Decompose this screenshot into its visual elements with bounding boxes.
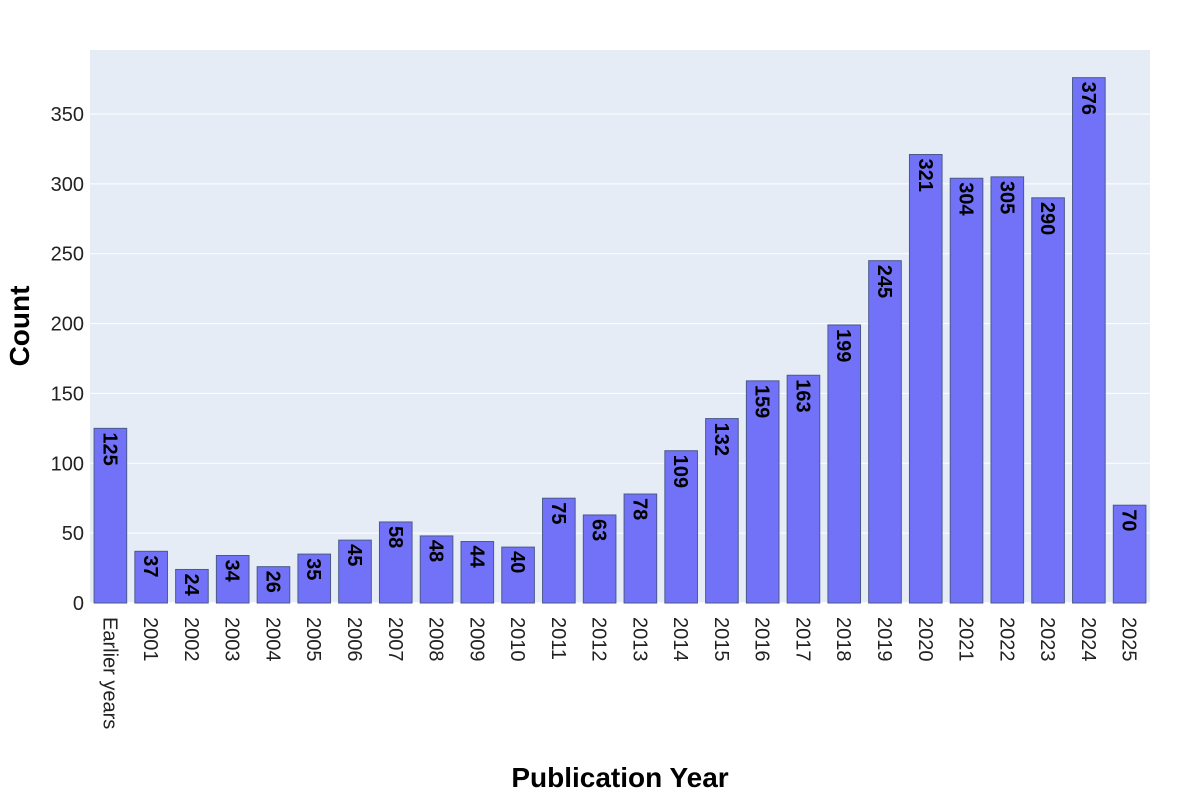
data-label: 63 — [588, 519, 610, 541]
x-tick-label: 2014 — [669, 617, 691, 662]
data-label: 376 — [1077, 82, 1099, 115]
x-tick-label: 2009 — [465, 617, 487, 662]
x-tick-label: 2020 — [914, 617, 936, 662]
y-tick-label: 150 — [51, 383, 84, 405]
y-tick-label: 0 — [73, 593, 84, 615]
x-tick-label: 2007 — [384, 617, 406, 662]
data-label: 37 — [139, 555, 161, 577]
y-tick-label: 50 — [62, 523, 84, 545]
x-axis-ticks: Earlier years 2001 2002 2003 2004 2005 2006 200… — [98, 617, 1139, 729]
bar — [950, 178, 983, 603]
data-label: 44 — [465, 546, 487, 569]
bar — [828, 325, 861, 603]
x-tick-label: 2003 — [221, 617, 243, 662]
y-tick-label: 250 — [51, 244, 84, 266]
data-label: 70 — [1118, 509, 1140, 531]
data-label: 45 — [343, 544, 365, 566]
y-tick-label: 200 — [51, 314, 84, 336]
data-label: 245 — [873, 265, 895, 298]
data-label: 58 — [384, 526, 406, 548]
x-tick-label: 2021 — [955, 617, 977, 662]
data-label: 125 — [98, 432, 120, 465]
x-tick-label: 2023 — [1036, 617, 1058, 662]
x-tick-label: 2016 — [751, 617, 773, 662]
data-label: 26 — [261, 571, 283, 593]
y-axis-ticks: 0 50 100 150 200 250 300 350 — [51, 104, 84, 615]
data-label: 159 — [751, 385, 773, 418]
data-label: 40 — [506, 551, 528, 573]
data-label: 199 — [832, 329, 854, 362]
x-tick-label: 2015 — [710, 617, 732, 662]
x-tick-label: 2001 — [139, 617, 161, 662]
x-tick-label: 2024 — [1077, 617, 1099, 662]
bar — [909, 155, 942, 603]
bar — [1073, 78, 1106, 603]
data-label: 35 — [302, 558, 324, 580]
data-label: 78 — [628, 498, 650, 520]
bar — [869, 261, 902, 603]
data-label: 24 — [180, 573, 202, 596]
data-label: 75 — [547, 502, 569, 524]
data-label: 321 — [914, 159, 936, 192]
x-tick-label: Earlier years — [98, 617, 120, 729]
data-label: 290 — [1036, 202, 1058, 235]
x-tick-label: 2017 — [791, 617, 813, 662]
data-label: 48 — [425, 540, 447, 562]
x-tick-label: 2018 — [832, 617, 854, 662]
x-tick-label: 2008 — [425, 617, 447, 662]
data-label: 163 — [791, 379, 813, 412]
x-tick-label: 2025 — [1118, 617, 1140, 662]
x-tick-label: 2005 — [302, 617, 324, 662]
data-label: 132 — [710, 423, 732, 456]
data-label: 34 — [221, 559, 243, 582]
x-tick-label: 2013 — [628, 617, 650, 662]
data-label: 305 — [995, 181, 1017, 214]
y-tick-label: 100 — [51, 453, 84, 475]
data-label: 304 — [955, 182, 977, 216]
data-label: 109 — [669, 455, 691, 488]
x-tick-label: 2010 — [506, 617, 528, 662]
x-tick-label: 2006 — [343, 617, 365, 662]
x-tick-label: 2019 — [873, 617, 895, 662]
chart-container: 0 50 100 150 200 250 300 350 Earlier years 2001 2… — [0, 0, 1200, 800]
y-tick-label: 300 — [51, 174, 84, 196]
bar — [991, 177, 1024, 603]
y-tick-label: 350 — [51, 104, 84, 126]
x-tick-label: 2012 — [588, 617, 610, 662]
x-tick-label: 2002 — [180, 617, 202, 662]
x-axis-title: Publication Year — [511, 762, 728, 793]
bar-chart: 0 50 100 150 200 250 300 350 Earlier years 2001 2… — [0, 0, 1200, 800]
y-axis-title: Count — [4, 286, 35, 367]
x-tick-label: 2022 — [995, 617, 1017, 662]
bar — [1032, 198, 1065, 603]
x-tick-label: 2011 — [547, 617, 569, 660]
x-tick-label: 2004 — [261, 617, 283, 662]
